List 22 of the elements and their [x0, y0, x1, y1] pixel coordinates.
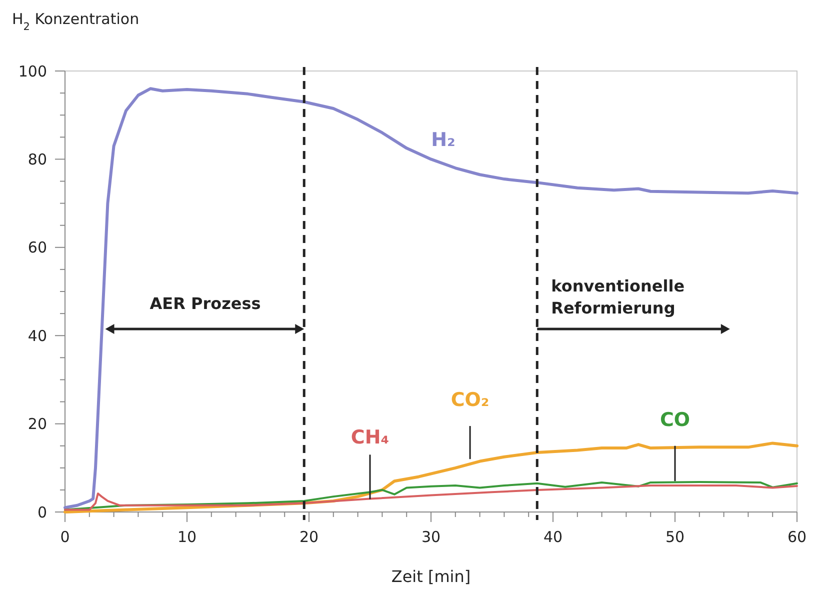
y-axis-title: H$_{2}$ Konzentration — [12, 10, 140, 33]
y-tick-label: 100 — [18, 62, 47, 80]
x-axis-title: Zeit [min] — [391, 567, 471, 586]
y-tick-label: 60 — [28, 238, 47, 257]
y-tick-label: 80 — [28, 150, 47, 168]
text: CO — [660, 409, 690, 432]
y-tick-label: 40 — [28, 326, 47, 345]
y-tick-label: 20 — [28, 415, 47, 434]
text: CH₄ — [350, 426, 390, 449]
x-tick-label: 60 — [787, 528, 807, 546]
x-tick-label: 40 — [543, 528, 563, 546]
series-label: H₂ — [431, 128, 456, 151]
x-tick-label: 20 — [299, 528, 319, 546]
annotation: konventionelle Reformierung — [551, 276, 685, 318]
x-tick-label: 10 — [177, 528, 197, 546]
text: CO₂ — [450, 389, 490, 412]
annotation: AER Prozess — [150, 294, 261, 314]
x-tick-label: 0 — [60, 528, 70, 546]
x-tick-label: 50 — [665, 528, 685, 546]
line-series — [64, 87, 798, 510]
x-tick-label: 30 — [421, 528, 441, 546]
y-tick-label: 0 — [37, 503, 47, 522]
